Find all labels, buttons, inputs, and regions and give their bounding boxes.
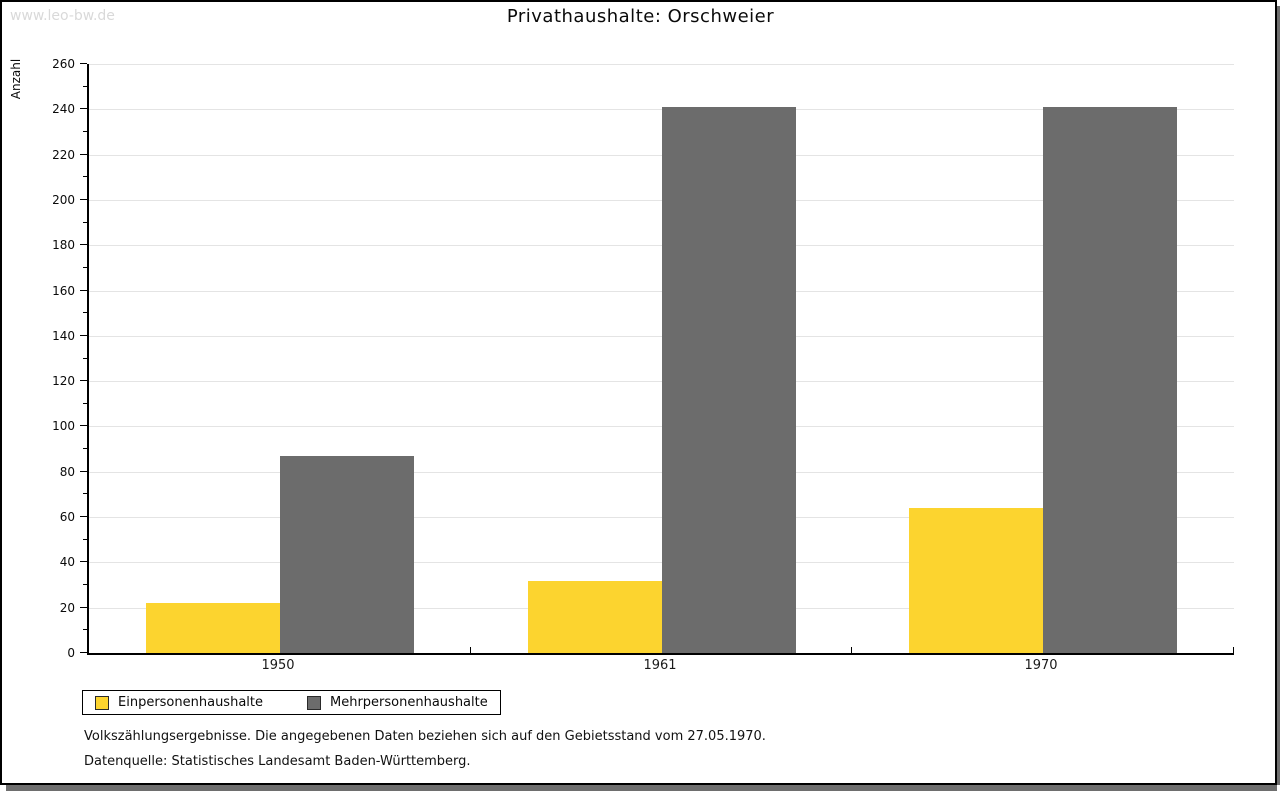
y-tick-20	[80, 606, 87, 608]
legend-swatch-gray	[307, 695, 321, 710]
y-tick-250	[83, 85, 87, 87]
gridline-y-260	[89, 64, 1234, 65]
y-tick-label-0: 0	[67, 646, 75, 660]
y-tick-label-140: 140	[52, 328, 75, 343]
gridline-y-80	[89, 471, 1234, 473]
y-tick-140	[80, 334, 87, 336]
x-tick-label-1950: 1950	[261, 658, 295, 673]
y-tick-70	[83, 493, 87, 495]
x-tick-label-1970: 1970	[1024, 658, 1058, 673]
gridline-y-160	[89, 290, 1234, 292]
gridline-y-100	[89, 426, 1234, 428]
legend: Einpersonenhaushalte Mehrpersonenhaushal…	[82, 690, 501, 715]
footnote-source-note: Volkszählungsergebnisse. Die angegebenen…	[84, 729, 766, 744]
y-tick-170	[83, 266, 87, 268]
y-tick-120	[80, 380, 87, 382]
y-tick-label-200: 200	[52, 192, 75, 207]
y-tick-150	[83, 312, 87, 314]
y-tick-210	[83, 176, 87, 178]
y-tick-80	[80, 470, 87, 472]
legend-swatch-yellow	[95, 695, 109, 710]
frame-shadow-right	[1277, 6, 1280, 785]
gridline-y-200	[89, 199, 1234, 201]
y-tick-50	[83, 538, 87, 540]
y-tick-190	[83, 221, 87, 223]
footnote-data-source: Datenquelle: Statistisches Landesamt Bad…	[84, 754, 471, 769]
y-tick-60	[80, 516, 87, 518]
legend-entry-einpersonenhaushalte: Einpersonenhaushalte	[95, 695, 263, 710]
y-tick-label-240: 240	[52, 102, 75, 117]
x-boundary-tick-2	[851, 647, 852, 653]
y-tick-130	[83, 357, 87, 359]
legend-entry-mehrpersonenhaushalte: Mehrpersonenhaushalte	[307, 695, 488, 710]
y-tick-100	[80, 425, 87, 427]
gridline-y-180	[89, 245, 1234, 247]
gridline-y-140	[89, 335, 1234, 337]
y-tick-label-120: 120	[52, 374, 75, 389]
legend-label: Einpersonenhaushalte	[118, 695, 263, 710]
y-tick-label-100: 100	[52, 419, 75, 434]
y-tick-label-40: 40	[59, 555, 75, 570]
y-tick-label-180: 180	[52, 238, 75, 253]
frame-shadow-bottom	[6, 785, 1277, 791]
y-tick-label-60: 60	[59, 510, 75, 525]
gridline-y-120	[89, 381, 1234, 383]
y-tick-label-160: 160	[52, 283, 75, 298]
y-tick-220	[80, 153, 87, 155]
x-boundary-tick-3	[1233, 647, 1234, 653]
bar-einpersonenhaushalte-1961	[528, 581, 662, 653]
bar-einpersonenhaushalte-1950	[146, 603, 280, 653]
y-tick-200	[80, 198, 87, 200]
gridline-y-60	[89, 517, 1234, 519]
y-axis-label: Anzahl	[9, 58, 23, 100]
y-tick-110	[83, 402, 87, 404]
chart-title: Privathaushalte: Orschweier	[506, 6, 775, 27]
x-boundary-tick-1	[470, 647, 471, 653]
y-tick-10	[83, 629, 87, 631]
y-tick-240	[80, 108, 87, 110]
x-tick-label-1961: 1961	[643, 658, 677, 673]
y-tick-260	[80, 63, 87, 64]
gridline-y-220	[89, 154, 1234, 156]
plot-area: 0 20 40 60 80 100 120 140 160 180 200 220 240 260	[52, 57, 1234, 660]
bar-mehrpersonenhaushalte-1961	[662, 107, 796, 653]
gridline-y-240	[89, 109, 1234, 111]
y-tick-90	[83, 448, 87, 450]
legend-label: Mehrpersonenhaushalte	[330, 695, 488, 710]
y-tick-label-220: 220	[52, 147, 75, 162]
watermark: www.leo-bw.de	[10, 8, 115, 24]
y-tick-40	[80, 561, 87, 563]
y-tick-label-260: 260	[52, 57, 75, 71]
y-tick-180	[80, 244, 87, 246]
y-tick-0	[80, 652, 87, 653]
bar-mehrpersonenhaushalte-1950	[280, 456, 414, 653]
y-tick-160	[80, 289, 87, 291]
y-tick-30	[83, 584, 87, 586]
bar-einpersonenhaushalte-1970	[909, 508, 1043, 653]
bar-mehrpersonenhaushalte-1970	[1043, 107, 1177, 653]
gridline-y-40	[89, 562, 1234, 564]
y-tick-label-20: 20	[59, 600, 75, 615]
y-tick-230	[83, 130, 87, 132]
y-tick-label-80: 80	[59, 464, 75, 479]
